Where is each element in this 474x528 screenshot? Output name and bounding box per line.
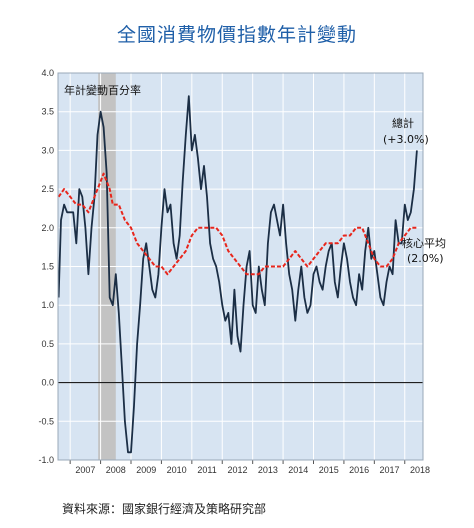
- headline-series-value: (+3.0%): [383, 133, 429, 146]
- y-tick-label: 2.5: [41, 184, 54, 194]
- headline-series-line: [57, 95, 418, 454]
- y-tick-label: -1.0: [38, 455, 54, 465]
- y-tick-label: 1.0: [41, 300, 54, 310]
- y-tick-label: 3.5: [41, 107, 54, 117]
- x-tick-label: 2008: [106, 465, 126, 475]
- series-layer: [57, 95, 418, 454]
- core-series-value: (2.0%): [407, 252, 444, 265]
- x-tick-label: 2009: [136, 465, 156, 475]
- y-tick-label: 2.0: [41, 223, 54, 233]
- y-tick-label: 0.0: [41, 378, 54, 388]
- x-tick-label: 2017: [380, 465, 400, 475]
- x-tick-label: 2010: [167, 465, 187, 475]
- core-series-line: [57, 172, 417, 276]
- y-tick-label: 3.0: [41, 145, 54, 155]
- x-tick-label: 2007: [75, 465, 95, 475]
- y-tick-label: 4.0: [41, 68, 54, 78]
- x-tick-label: 2015: [319, 465, 339, 475]
- axis-layer: 4.0 3.5 3.0 2.5 2.0 1.5 1.0 0.5 0.0 -0.5 -1.0 2007 2…: [38, 68, 429, 475]
- core-series-name: 核心平均: [402, 236, 446, 250]
- plot-frame: [57, 72, 424, 461]
- y-axis-label: 年計變動百分率: [64, 83, 141, 97]
- x-tick-label: 2013: [258, 465, 278, 475]
- headline-series-name: 總計: [392, 116, 414, 130]
- x-tick-label: 2018: [410, 465, 430, 475]
- y-tick-label: 0.5: [41, 339, 54, 349]
- x-tick-label: 2012: [227, 465, 247, 475]
- source-note: 資料來源：國家銀行經濟及策略研究部: [62, 502, 267, 516]
- x-tick-label: 2011: [197, 465, 216, 475]
- x-tick-label: 2014: [288, 465, 308, 475]
- chart-title: 全國消費物價指數年計變動: [116, 24, 357, 46]
- x-tick-label: 2016: [349, 465, 369, 475]
- y-tick-label: 1.5: [41, 262, 54, 272]
- y-tick-label: -0.5: [38, 416, 54, 426]
